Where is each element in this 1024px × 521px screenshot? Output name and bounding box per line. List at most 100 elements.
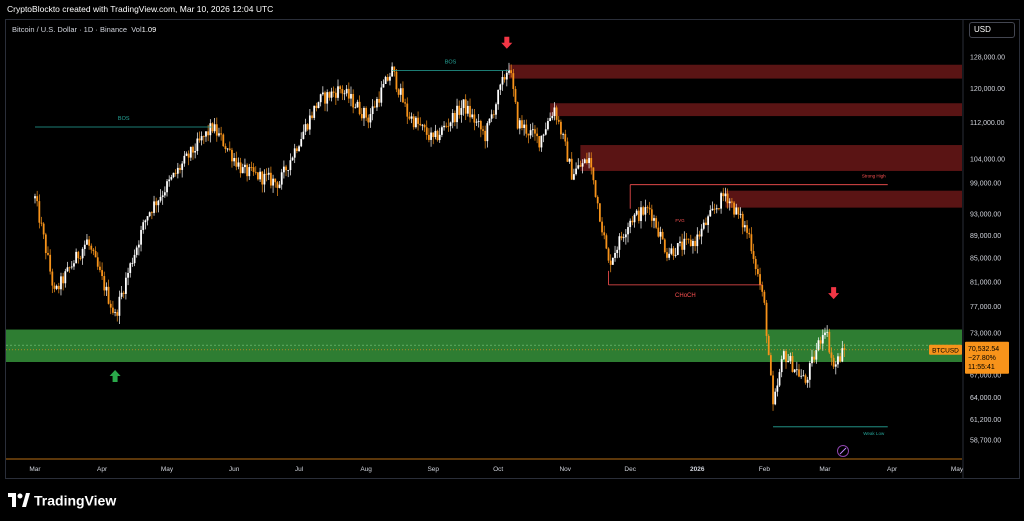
candle-body: [696, 234, 699, 247]
candle-body: [142, 222, 145, 230]
time-axis-label: Feb: [759, 466, 771, 473]
candle-body: [83, 244, 86, 249]
candle-body: [194, 151, 197, 153]
candle-body: [369, 114, 372, 123]
replay-icon[interactable]: [837, 445, 849, 457]
supply-zone-3: [580, 145, 962, 171]
price-axis-label: 61,200.00: [970, 417, 1001, 424]
time-axis-label: May: [161, 466, 174, 473]
candle-body: [458, 105, 461, 115]
candle-body: [542, 134, 545, 136]
time-axis-label: May: [951, 466, 964, 473]
candle-body: [341, 89, 344, 94]
candle-body: [705, 222, 707, 225]
candle-body: [611, 257, 614, 265]
candle-body: [209, 123, 212, 136]
candle-body: [47, 252, 49, 255]
candle-body: [802, 375, 805, 377]
candle-body: [648, 207, 651, 210]
candle-body: [713, 208, 716, 210]
time-axis-label: Oct: [493, 466, 503, 473]
candle-body: [800, 375, 803, 377]
weak-low-label: Weak Low: [863, 431, 885, 436]
candle-body: [315, 105, 318, 109]
chart-panel[interactable]: [5, 19, 1020, 479]
candle-body: [534, 129, 536, 134]
price-axis-label: 93,000.00: [970, 211, 1001, 218]
candle-body: [685, 238, 688, 240]
candle-body: [406, 103, 409, 117]
candle-body: [198, 138, 201, 141]
price-axis-label: 120,000.00: [970, 86, 1005, 93]
candle-body: [218, 133, 220, 136]
candle-body: [200, 136, 203, 141]
candle-body: [352, 93, 355, 108]
candle-body: [417, 117, 419, 124]
candle-body: [285, 166, 287, 171]
candle-body: [782, 351, 785, 360]
candle-body: [118, 296, 121, 316]
candle-body: [70, 266, 73, 268]
currency-button[interactable]: USD: [969, 22, 1015, 38]
candle-body: [806, 379, 809, 383]
candle-body: [425, 127, 428, 135]
symbol-info[interactable]: Bitcoin / U.S. Dollar · 1D · Binance Vol…: [12, 25, 156, 34]
candle-body: [174, 172, 177, 174]
candle-body: [575, 168, 577, 175]
candle-body: [718, 208, 720, 210]
candle-body: [841, 348, 844, 362]
candle-body: [380, 87, 383, 103]
candle-body: [399, 88, 402, 95]
candle-body: [804, 375, 807, 383]
candle-body: [356, 101, 359, 108]
candle-body: [672, 248, 675, 256]
candle-body: [657, 227, 660, 237]
candle-body: [300, 139, 303, 147]
candle-body: [386, 76, 389, 81]
candle-body: [365, 107, 368, 118]
candle-body: [743, 225, 746, 228]
candle-body: [453, 112, 456, 123]
candle-body: [832, 357, 835, 367]
candle-body: [659, 231, 662, 237]
candle-body: [683, 238, 686, 250]
candle-body: [817, 340, 820, 350]
candle-body: [101, 270, 103, 277]
candle-body: [196, 138, 199, 152]
candle-body: [622, 237, 625, 239]
candle-body: [77, 251, 80, 259]
candle-body: [711, 208, 714, 211]
candle-body: [226, 148, 229, 150]
candle-body: [819, 340, 822, 344]
brand-name: TradingView: [34, 492, 117, 509]
candle-body: [319, 94, 322, 103]
candle-body: [594, 180, 597, 197]
candle-body: [769, 355, 772, 376]
candle-body: [250, 167, 253, 168]
candle-body: [308, 115, 311, 130]
candle-body: [241, 167, 244, 174]
candle-body: [233, 158, 236, 162]
candle-body: [464, 99, 467, 114]
candle-body: [780, 359, 783, 373]
candle-body: [261, 171, 264, 185]
price-axis-label: 128,000.00: [970, 55, 1005, 62]
candle-body: [733, 202, 735, 215]
candle-body: [767, 335, 770, 356]
candle-body: [90, 245, 93, 250]
candle-body: [449, 122, 452, 127]
candle-body: [402, 88, 404, 103]
candle-body: [497, 89, 500, 105]
candle-body: [793, 369, 796, 372]
candle-body: [553, 107, 556, 116]
candle-body: [629, 220, 632, 228]
time-axis-label: Aug: [360, 466, 372, 473]
candle-body: [170, 177, 173, 180]
candle-body: [698, 234, 701, 237]
candle-body: [293, 148, 296, 158]
candle-body: [51, 271, 54, 286]
bos-label-2: BOS: [445, 60, 457, 66]
candle-body: [337, 86, 339, 98]
symbol-tag-text: BTCUSD: [932, 347, 959, 354]
